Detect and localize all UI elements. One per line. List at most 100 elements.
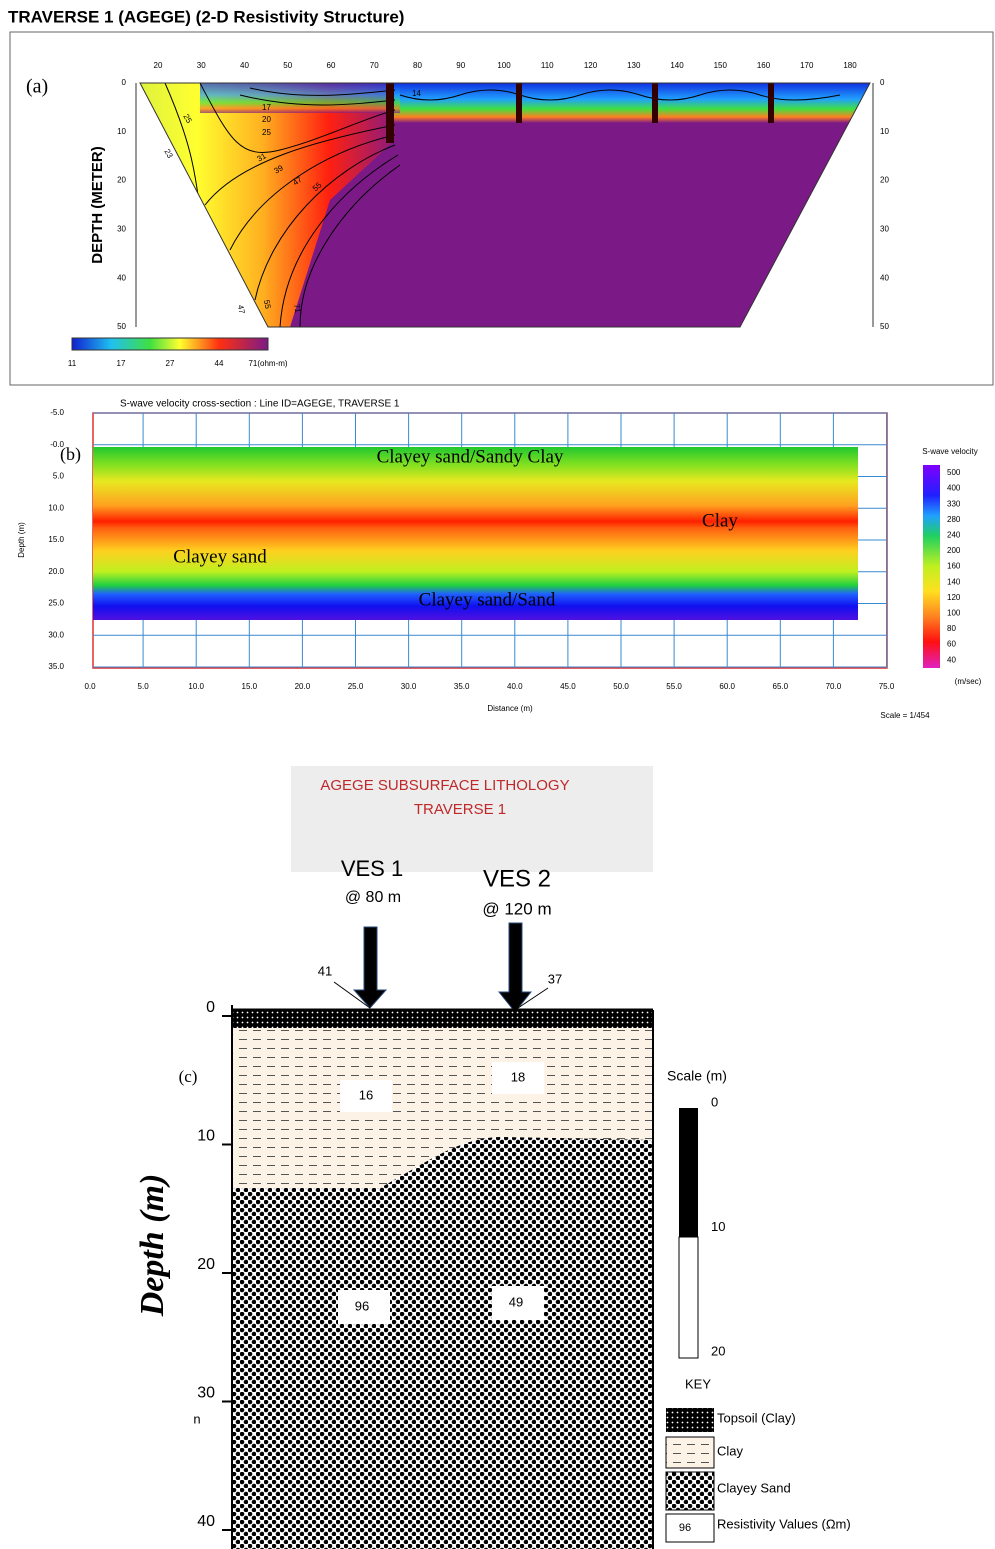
y-tick-label: 40: [197, 1513, 215, 1530]
y-tick-label: -0.0: [50, 440, 64, 449]
x-tick-label: 35.0: [454, 682, 470, 691]
x-tick-label: 150: [714, 61, 728, 70]
y-tick-label: 5.0: [53, 472, 65, 481]
y-tick-label: 30.0: [48, 630, 64, 639]
x-tick-label: 80: [413, 61, 422, 70]
legend-label: 120: [947, 593, 961, 602]
y-tick-label: 20: [117, 176, 126, 185]
x-tick-label: 90: [456, 61, 465, 70]
legend-label: 280: [947, 515, 961, 524]
legend-title: S-wave velocity: [922, 447, 978, 456]
x-tick-label: 40.0: [507, 682, 523, 691]
x-tick-label: 20: [154, 61, 163, 70]
key-swatch: [666, 1472, 714, 1510]
x-tick-label: 40: [240, 61, 249, 70]
y-tick-label: 0: [206, 999, 215, 1016]
y-tick-label: 20.0: [48, 567, 64, 576]
key-label: Clayey Sand: [717, 1480, 791, 1495]
key-sample-value: 96: [679, 1522, 691, 1534]
colorbar-label: 44: [215, 359, 224, 368]
legend-label: 80: [947, 624, 956, 633]
legend-label: 160: [947, 562, 961, 571]
x-tick-label: 160: [757, 61, 771, 70]
y-tick-label: 10: [197, 1128, 215, 1145]
resistivity-value: 16: [359, 1087, 373, 1102]
legend-label: 400: [947, 484, 961, 493]
x-tick-label: 60.0: [719, 682, 735, 691]
x-tick-label: 70: [370, 61, 379, 70]
resistivity-value: 18: [511, 1069, 525, 1084]
layer-label: Clayey sand/Sand: [419, 589, 556, 610]
colorbar-label: 27: [166, 359, 175, 368]
scale-title: Scale (m): [667, 1068, 727, 1084]
y-axis-label: DEPTH (METER): [89, 146, 106, 264]
legend-colorbar: [923, 465, 940, 668]
y-tick-label: 10.0: [48, 503, 64, 512]
key-label: Clay: [717, 1443, 744, 1458]
x-tick-label: 0.0: [84, 682, 96, 691]
y-tick-label: 0: [122, 78, 127, 87]
x-tick-label: 170: [800, 61, 814, 70]
x-tick-label: 180: [843, 61, 857, 70]
y-tick-label: 40: [117, 273, 126, 282]
colorbar-label: 71(ohm-m): [248, 359, 287, 368]
contour-label: 14: [412, 89, 421, 98]
figure: TRAVERSE 1 (AGEGE) (2-D Resistivity Stru…: [0, 0, 995, 1549]
x-tick-label: 50: [283, 61, 292, 70]
y-tick-label: 20: [197, 1256, 215, 1273]
panel-c-title: TRAVERSE 1: [414, 801, 506, 818]
ves-name: VES 2: [483, 865, 551, 892]
y-tick-label: 30: [880, 225, 889, 234]
x-tick-label: 110: [541, 61, 554, 70]
x-tick-label: 120: [584, 61, 598, 70]
y-tick-label: 15.0: [48, 535, 64, 544]
contour-label: 17: [262, 103, 271, 112]
panel-a-title: TRAVERSE 1 (AGEGE) (2-D Resistivity Stru…: [8, 7, 404, 26]
legend-unit: (m/sec): [955, 677, 982, 686]
y-tick-label: 10: [880, 127, 889, 136]
layer-label: Clay: [702, 510, 738, 531]
y-tick-label: 10: [117, 127, 126, 136]
resistivity-value: 96: [355, 1298, 369, 1313]
contour-label: 25: [262, 128, 271, 137]
x-tick-label: 75.0: [879, 682, 895, 691]
ves-position: @ 80 m: [345, 889, 401, 906]
contour-label: 20: [262, 115, 271, 124]
panel-c-title: AGEGE SUBSURFACE LITHOLOGY: [320, 777, 569, 794]
x-tick-label: 5.0: [138, 682, 150, 691]
y-tick-label: 20: [880, 176, 889, 185]
legend-label: 240: [947, 531, 961, 540]
topsoil-resistivity: 41: [318, 963, 332, 978]
key-label: Topsoil (Clay): [717, 1410, 796, 1425]
legend-label: 330: [947, 499, 961, 508]
panel-label: (a): [26, 76, 48, 98]
key-swatch: [666, 1437, 714, 1468]
y-tick-label: 0: [880, 78, 885, 87]
lithology-column: [232, 1005, 653, 1549]
x-axis-label: Distance (m): [487, 704, 533, 713]
y-tick-label: 30: [197, 1385, 215, 1402]
y-tick-label: 35.0: [48, 662, 64, 671]
y-axis-label: Depth (m): [134, 1174, 171, 1318]
scale-label: 10: [711, 1219, 725, 1234]
x-tick-label: 10.0: [188, 682, 204, 691]
x-tick-label: 25.0: [348, 682, 364, 691]
y-tick-label: 50: [880, 322, 889, 331]
panel-label: (c): [179, 1067, 198, 1086]
colorbar-label: 11: [68, 359, 77, 368]
scale-bar-white: [679, 1237, 698, 1358]
legend-label: 40: [947, 655, 956, 664]
x-tick-label: 20.0: [295, 682, 311, 691]
panel-b-title: S-wave velocity cross-section : Line ID=…: [120, 399, 400, 410]
y-tick-label: 40: [880, 273, 889, 282]
x-tick-label: 130: [627, 61, 641, 70]
x-tick-label: 55.0: [666, 682, 682, 691]
key-title: KEY: [685, 1376, 711, 1391]
x-tick-label: 100: [497, 61, 511, 70]
scale-label: 0: [711, 1094, 718, 1109]
x-tick-label: 30.0: [401, 682, 417, 691]
key-swatch: [666, 1408, 714, 1432]
layer-label: Clayey sand/Sandy Clay: [377, 446, 564, 467]
y-tick-label: 25.0: [48, 599, 64, 608]
scale-bar-black: [679, 1108, 698, 1237]
